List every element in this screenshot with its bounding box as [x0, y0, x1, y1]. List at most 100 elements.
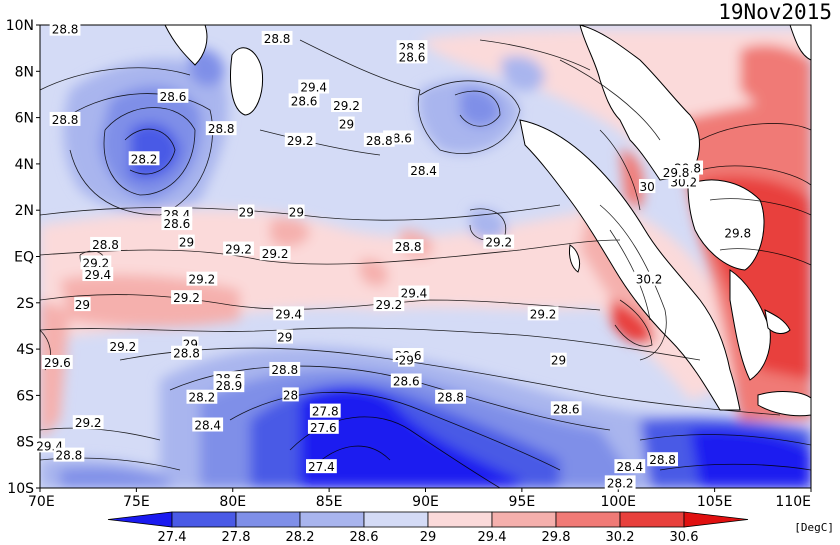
contour-label-bg [392, 239, 424, 254]
contour-label-bg [638, 179, 656, 194]
contour-label-bg [363, 132, 395, 147]
contour-label-text: 27.4 [308, 460, 335, 474]
contour-label-text: 29.2 [189, 273, 216, 287]
contour-label: 29.4 [82, 267, 114, 282]
contour-label-bg [722, 225, 754, 240]
lon-tick-label: 80E [219, 494, 246, 510]
contour-label-text: 29.2 [225, 243, 252, 257]
contour-label-text: 28.8 [208, 122, 235, 136]
colorbar-segment [235, 511, 301, 528]
contour-label: 29 [338, 116, 355, 132]
contour-label-text: 29.6 [44, 356, 71, 370]
contour-label: 28.2 [186, 389, 218, 405]
contour-label-text: 29.2 [173, 291, 200, 305]
contour-label: 28.6 [390, 373, 422, 389]
contour-label-bg [331, 98, 362, 113]
colorbar-segment [363, 511, 429, 528]
contour-label-bg [41, 354, 73, 369]
unit-label: [DegC] [794, 521, 834, 534]
contour-label-text: 29.2 [376, 298, 403, 312]
lon-tick-label: 100E [600, 494, 636, 510]
contour-label-text: 29 [289, 206, 304, 220]
contour-label-text: 29.4 [300, 81, 327, 95]
lat-tick-label: EQ [14, 250, 34, 266]
contour-label: 28.8 [363, 132, 395, 148]
contour-label: 30.2 [633, 271, 665, 287]
date-label: 19Nov2015 [718, 0, 832, 24]
contour-label-bg [128, 151, 160, 166]
contour-label-text: 29.2 [485, 236, 512, 250]
contour-label-bg [307, 419, 339, 434]
contour-label: 29.2 [331, 98, 362, 113]
colorbar-tick-label: 28.6 [350, 530, 379, 545]
colorbar-tick-label: 27.8 [222, 530, 251, 545]
contour-label-text: 28.6 [553, 402, 580, 416]
contour-label-bg [49, 21, 81, 36]
contour-label-text: 29.2 [262, 247, 289, 261]
contour-label-bg [90, 236, 121, 251]
colorbar-arrow-high [683, 511, 749, 528]
contour-label-bg [157, 88, 189, 103]
contour-label-text: 29 [399, 354, 414, 368]
contour-label-text: 28.4 [194, 418, 221, 432]
contour-label-bg [527, 306, 559, 321]
contour-label-text: 29.2 [530, 307, 557, 321]
contour-label: 28.6 [288, 93, 320, 108]
contour-label-text: 28.6 [399, 50, 426, 64]
contour-label: 28.8 [53, 447, 85, 463]
contour-label: 29.4 [398, 285, 430, 301]
contour-label: 28.2 [128, 151, 160, 166]
contour-label-text: 28.2 [189, 391, 216, 405]
lon-tick-label: 75E [123, 494, 150, 510]
contour-label: 29.2 [80, 255, 112, 270]
contour-label: 28.8 [435, 389, 466, 405]
contour-label: 28 [282, 387, 299, 402]
colorbar-segment [491, 511, 557, 528]
contour-label-bg [192, 417, 224, 432]
contour-label: 29.8 [722, 225, 754, 240]
lat-tick-label: 10S [7, 481, 34, 497]
contour-label-text: 28.2 [607, 476, 634, 490]
latitude-axis: 10N 8N 6N 4N 2N EQ 2S 4S 6S 8S 10S [6, 18, 40, 497]
contour-label-bg [306, 459, 337, 474]
contour-label: 28.8 [49, 21, 81, 37]
contour-label-bg [550, 401, 582, 416]
colorbar-segment [427, 511, 493, 528]
contour-label-bg [74, 297, 91, 312]
lon-tick-label: 85E [316, 494, 343, 510]
contour-label: 29 [178, 234, 195, 250]
contour-label-text: 28.8 [395, 240, 422, 254]
contour-label-bg [309, 403, 341, 418]
contour-label: 27.4 [306, 459, 337, 474]
contour-label-text: 28.8 [52, 23, 79, 37]
contour-label: 30 [638, 179, 656, 194]
contour-label-bg [107, 338, 139, 353]
contour-label: 27.6 [307, 419, 339, 435]
contour-label-bg [408, 162, 439, 177]
colorbar-arrow-low [107, 511, 173, 528]
contour-label-bg [49, 111, 81, 126]
contour-label: 28.8 [205, 121, 237, 136]
contour-label-bg [483, 234, 515, 249]
contour-label: 29.8 [660, 165, 692, 180]
contour-label: 28.2 [604, 475, 636, 490]
contour-label: 28.6 [396, 49, 428, 64]
contour-label-bg [213, 378, 245, 393]
contour-label-text: 28.8 [56, 449, 83, 463]
contour-label-bg [171, 290, 202, 305]
colorbar-tick-label: 29.4 [478, 530, 507, 545]
colorbar-segment [619, 511, 685, 528]
contour-label-text: 28.8 [173, 347, 200, 361]
contour-label-text: 29.8 [663, 166, 690, 180]
contour-label-text: 28.2 [131, 152, 158, 166]
contour-label-text: 28.6 [393, 375, 420, 389]
contour-label-bg [396, 49, 428, 64]
contour-label-bg [273, 306, 305, 321]
contour-label-bg [238, 204, 255, 219]
contour-label-bg [288, 204, 305, 219]
lon-tick-label: 70E [28, 494, 55, 510]
lat-tick-label: 6S [16, 388, 34, 404]
contour-label-bg [435, 389, 466, 404]
contour-label-bg [259, 246, 291, 261]
